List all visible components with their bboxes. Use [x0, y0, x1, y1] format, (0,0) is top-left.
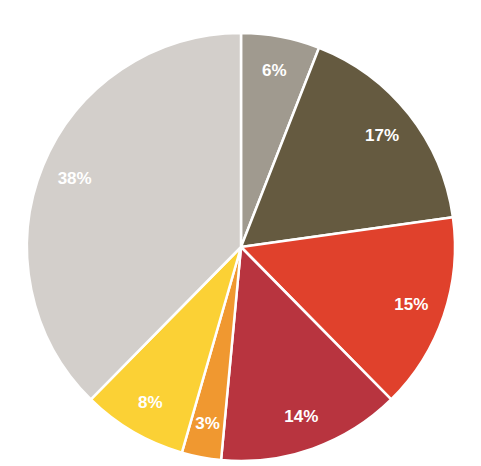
data-label: 3%: [195, 414, 220, 433]
data-label: 15%: [394, 295, 428, 314]
data-label: 6%: [262, 61, 287, 80]
pie: [27, 33, 455, 461]
pie-slice: [27, 33, 241, 399]
data-label: 17%: [365, 126, 399, 145]
data-label: 38%: [58, 169, 92, 188]
data-label: 14%: [284, 407, 318, 426]
data-labels: 6% 17% 15% 14% 3% 8% 38%: [58, 61, 429, 433]
pie-slice: [221, 247, 391, 461]
chart: 6% 17% 15% 14% 3% 8% 38%: [0, 0, 481, 466]
pie-slice: [241, 48, 453, 247]
data-label: 8%: [138, 393, 163, 412]
